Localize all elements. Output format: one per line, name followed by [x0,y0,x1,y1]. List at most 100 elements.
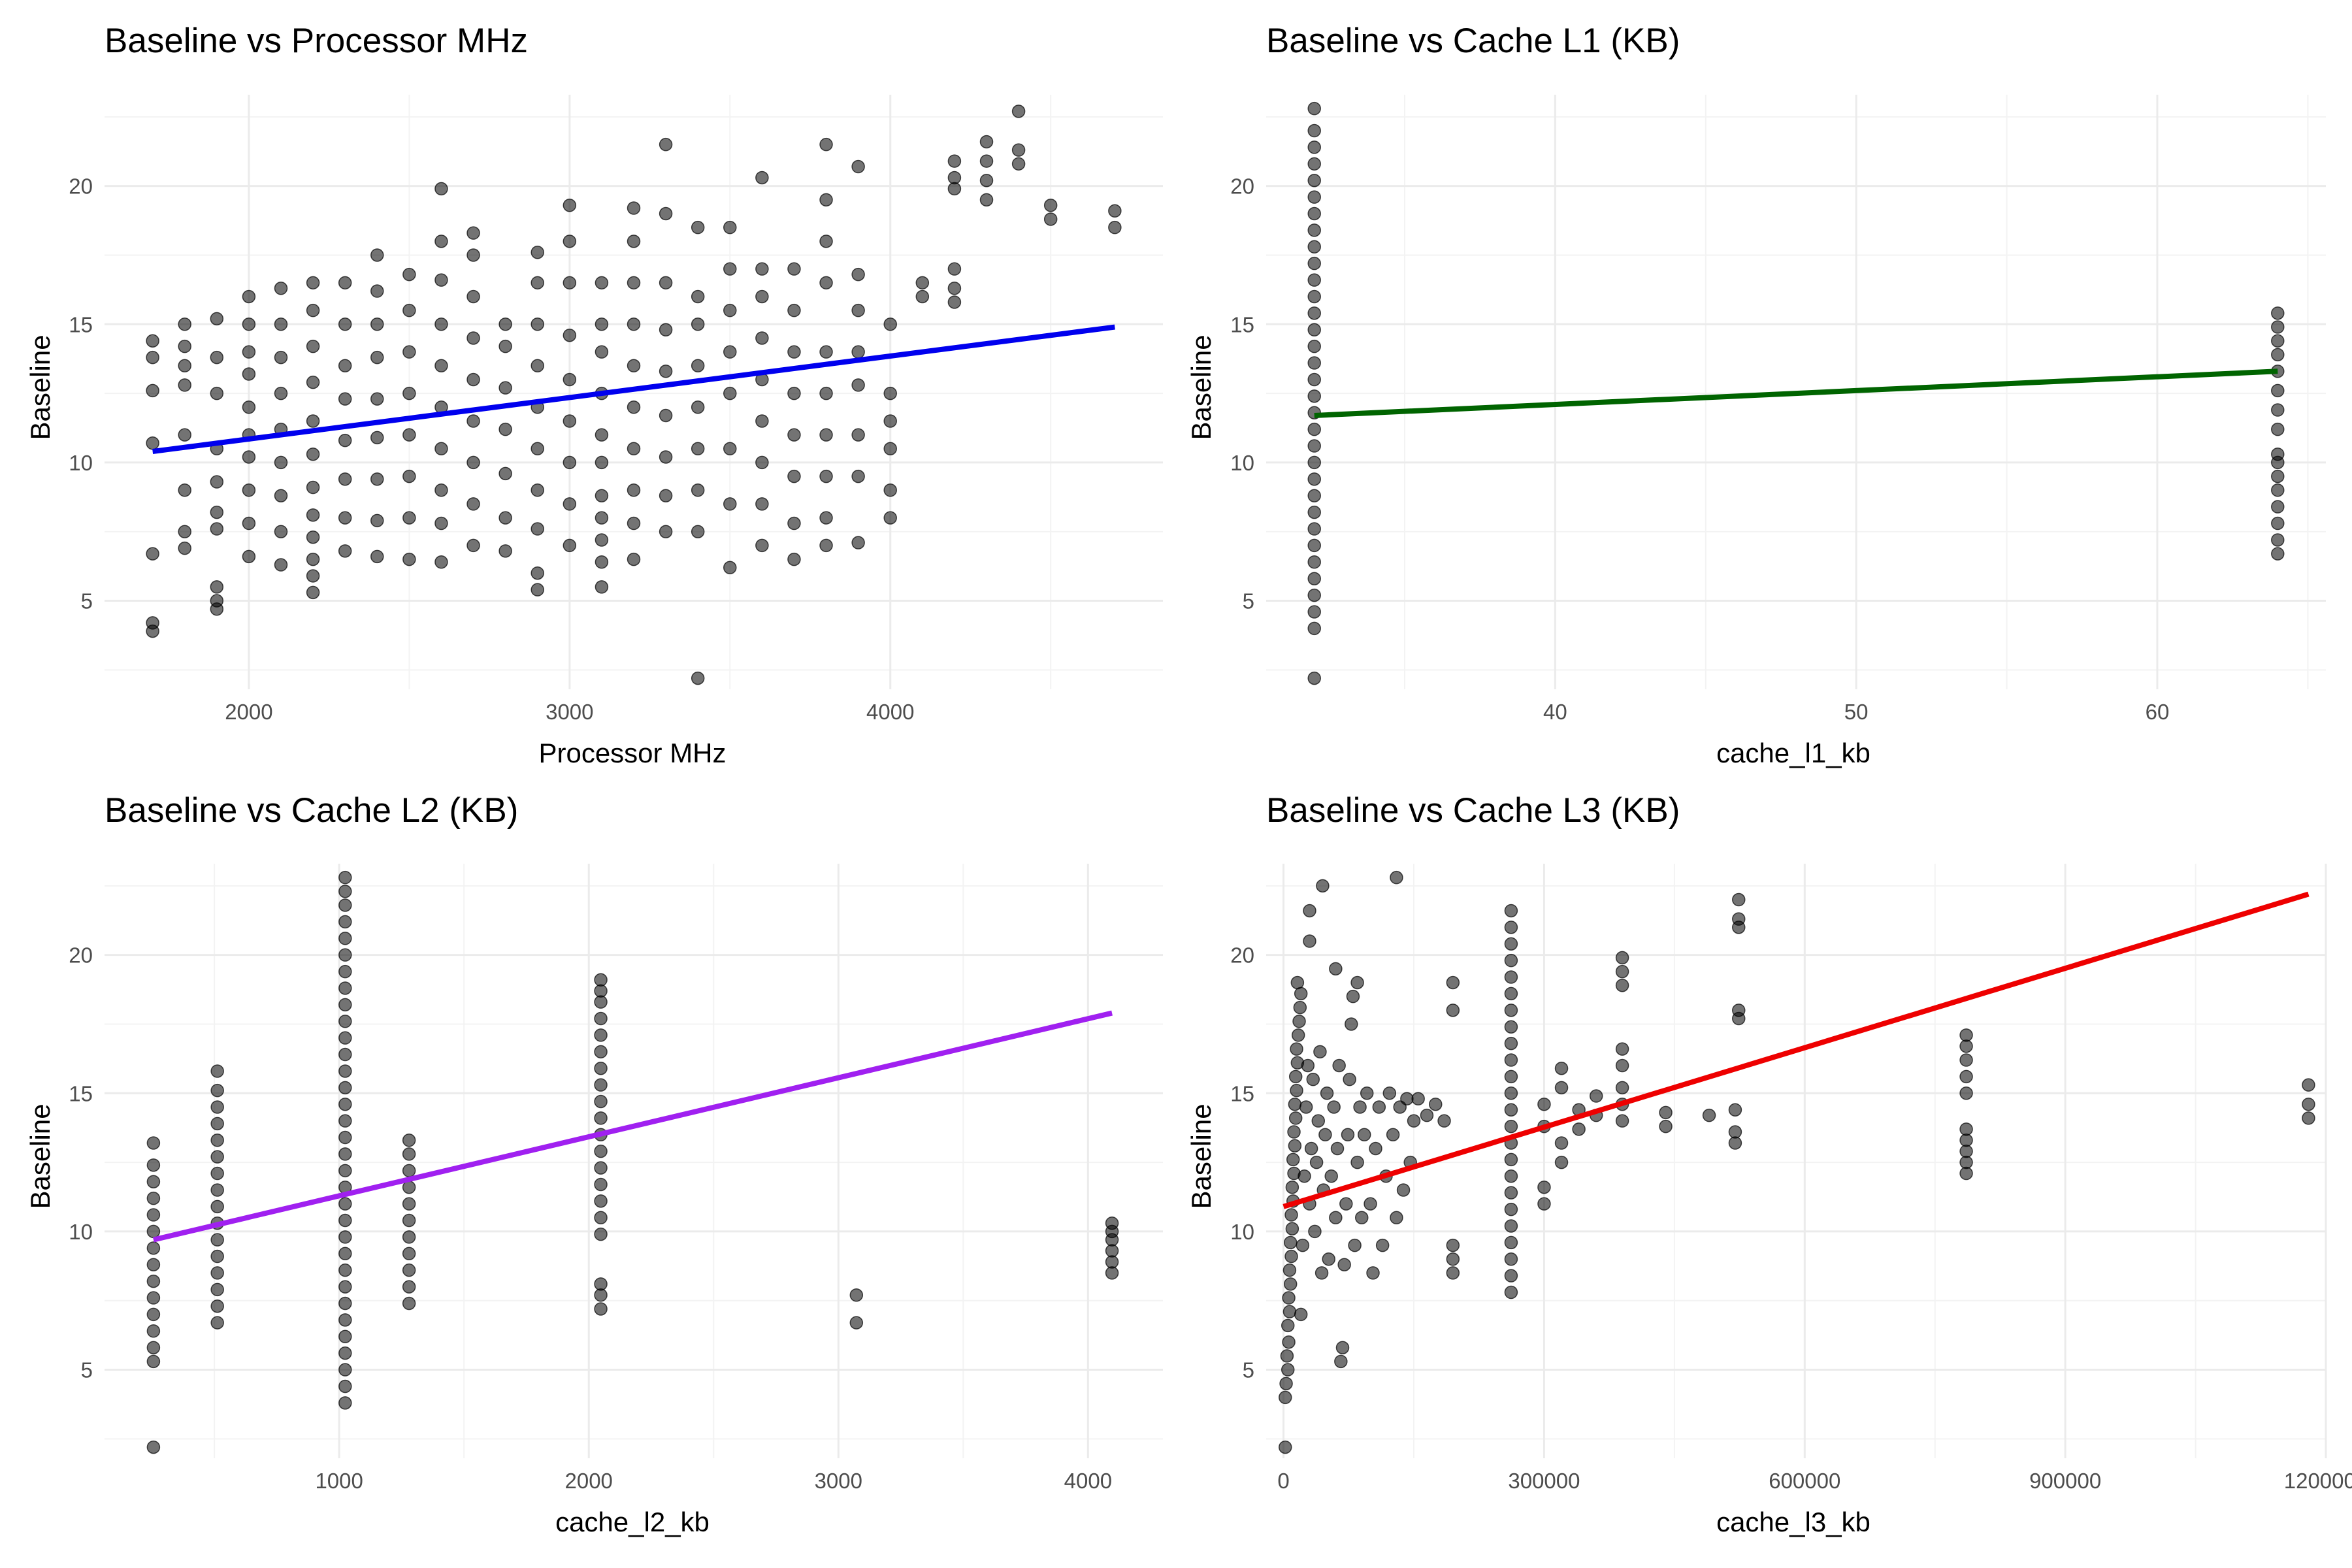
data-point [1537,1180,1551,1194]
data-point [594,1045,608,1059]
data-point [627,400,641,414]
y-tick-label: 5 [81,589,93,613]
data-point [563,199,577,212]
y-tick-label: 5 [81,1358,93,1382]
fit-line [152,1010,1113,1243]
data-point [1554,1061,1569,1075]
data-point [210,1249,224,1264]
data-point [1390,870,1403,885]
data-point [338,1047,352,1062]
data-point [370,248,384,262]
data-point [242,345,256,359]
data-point [1105,1216,1119,1230]
data-point [1504,1086,1518,1100]
data-point [1283,1277,1298,1291]
scatter-points [1307,101,2285,685]
data-point [594,1194,608,1208]
data-point [1396,1183,1411,1197]
data-point [1446,1238,1460,1252]
data-point [146,1307,161,1322]
data-point [1615,1081,1629,1095]
data-point [338,948,352,962]
data-point [563,497,577,511]
data-point [1282,1335,1296,1349]
data-point [1504,1219,1518,1233]
data-point [594,1161,608,1175]
data-point [242,483,256,497]
data-point [627,483,641,497]
data-point [563,455,577,470]
data-point [370,284,384,298]
data-point [787,516,801,531]
data-point [2271,516,2285,531]
data-point [755,497,769,511]
data-point [210,1083,224,1098]
data-point [1354,1211,1369,1225]
data-point [1307,256,1321,270]
data-point [723,262,737,276]
data-point [1343,1072,1356,1086]
data-point [1332,1058,1346,1073]
data-point [466,455,480,470]
data-point [146,1291,161,1305]
data-point [594,995,608,1009]
data-point [594,1094,608,1109]
tick-labels: 5 10 15 20 40 50 60 [1230,174,2169,724]
fit-line [152,324,1115,454]
data-point [434,483,448,497]
trend-line [1314,368,2278,418]
data-point [274,350,288,365]
data-point [2271,533,2285,547]
data-point [819,386,833,400]
data-point [274,455,288,470]
data-point [338,318,352,331]
data-point [178,378,191,392]
data-point [531,318,544,331]
data-point [434,516,448,531]
data-point [627,235,641,248]
data-point [1615,978,1629,992]
data-point [402,1296,416,1311]
data-point [1407,1114,1421,1128]
data-point [723,386,737,400]
data-point [402,469,416,483]
data-point [402,386,416,400]
data-point [402,345,416,359]
data-point [1307,223,1321,237]
data-point [1307,588,1321,602]
y-tick-label: 5 [1243,1358,1254,1382]
data-point [1959,1155,1973,1169]
data-point [274,386,288,400]
data-point [594,973,608,987]
data-point [595,555,609,569]
data-point [1504,1119,1518,1134]
data-point [1278,1390,1292,1405]
data-point [338,1296,352,1311]
tick-labels: 5 10 15 20 2000 3000 4000 [69,174,914,724]
data-point [274,558,288,572]
data-point [1504,1202,1518,1217]
data-point [1306,1072,1320,1086]
data-point [1504,921,1518,934]
data-point [594,1111,608,1125]
data-point [1411,1092,1425,1106]
data-point [434,318,448,331]
data-point [531,276,544,290]
data-point [1659,1105,1673,1120]
data-point [627,276,641,290]
data-point [498,544,512,558]
data-point [1307,123,1321,138]
data-point [2302,1111,2315,1125]
data-point [338,1031,352,1045]
data-point [1307,605,1321,619]
data-point [1324,1169,1338,1183]
data-point [306,303,320,318]
data-point [1615,1114,1629,1128]
data-point [594,1061,608,1075]
y-tick-label: 15 [1230,312,1254,336]
data-point [594,1078,608,1092]
data-point [915,289,930,304]
data-point [466,372,480,387]
tick-labels: 5 10 15 20 1000 2000 3000 4000 [69,943,1112,1493]
data-point [338,276,352,290]
